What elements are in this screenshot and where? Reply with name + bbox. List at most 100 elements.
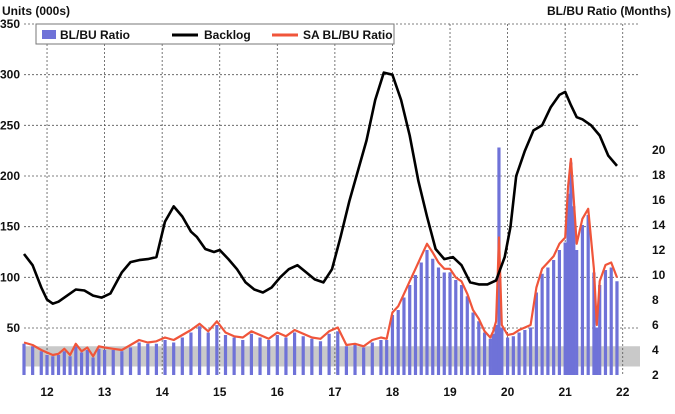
ratio-bar (505, 337, 510, 375)
ratio-bar (206, 332, 210, 375)
right-axis-tick-label: 8 (652, 293, 659, 307)
ratio-bar (301, 336, 305, 375)
legend-label-bars: BL/BU Ratio (60, 28, 130, 42)
x-axis-tick-label: 19 (443, 385, 457, 399)
series-lines (22, 71, 619, 358)
left-axis-tick-label: 200 (0, 169, 20, 183)
ratio-bar (413, 275, 418, 375)
ratio-bar (482, 332, 487, 375)
right-axis-tick-label: 20 (652, 143, 666, 157)
ratio-bar (419, 262, 423, 375)
ratio-bar (592, 272, 596, 375)
ratio-bar (534, 292, 538, 375)
ratio-bar (249, 333, 254, 375)
ratio-bar (111, 350, 115, 375)
ratio-bar (45, 355, 49, 375)
ratio-bar (529, 327, 533, 375)
ratio-bar (267, 340, 271, 375)
ratio-bar (120, 351, 124, 375)
left-axis-title: Units (000s) (2, 4, 70, 18)
ratio-bar (425, 250, 429, 375)
x-axis-tick-label: 22 (616, 385, 630, 399)
ratio-bar (471, 312, 475, 375)
ratio-bar (575, 250, 579, 375)
ratio-bars (22, 147, 619, 375)
ratio-bar (563, 242, 567, 375)
legend-swatch-bars (42, 30, 56, 39)
x-axis-tick-label: 12 (40, 385, 54, 399)
ratio-bar (362, 347, 366, 375)
ratio-bar (385, 340, 389, 375)
left-axis-tick-label: 300 (0, 68, 20, 82)
right-axis-tick-label: 14 (652, 218, 666, 232)
ratio-bar (569, 162, 573, 375)
ratio-bar (491, 333, 495, 375)
ratio-bar (310, 338, 314, 375)
x-axis-tick-label: 16 (271, 385, 285, 399)
ratio-bar (595, 327, 599, 375)
ratio-bar (128, 347, 133, 375)
ratio-bar (454, 280, 458, 375)
ratio-bar (102, 350, 107, 375)
sa-ratio-line (23, 157, 619, 358)
ratio-bar (189, 332, 193, 375)
ratio-bar (31, 346, 35, 375)
ratio-bar (336, 331, 340, 375)
ratio-bar (284, 337, 288, 375)
ratio-bar (598, 285, 602, 375)
ratio-bar (615, 281, 619, 375)
ratio-bar (557, 250, 562, 375)
x-axis-tick-label: 15 (213, 385, 227, 399)
ratio-bar (62, 351, 66, 375)
ratio-bar (172, 342, 176, 375)
ratio-bar (448, 272, 452, 375)
ratio-bar (258, 337, 262, 375)
ratio-bar (215, 325, 219, 375)
ratio-bar (431, 258, 435, 375)
ratio-bar (51, 356, 55, 375)
ratio-bar (459, 285, 464, 375)
ratio-bar (379, 340, 383, 375)
right-axis-tick-label: 18 (652, 168, 666, 182)
x-axis-tick-label: 13 (98, 385, 112, 399)
ratio-bar (197, 326, 202, 375)
right-axis-tick-label: 4 (652, 343, 659, 357)
ratio-bar (353, 345, 357, 375)
ratio-bar (511, 336, 515, 375)
ratio-bar (566, 193, 570, 375)
ratio-bar (22, 343, 26, 375)
ratio-bar (146, 343, 150, 375)
ratio-bar (408, 285, 412, 375)
ratio-bar (74, 346, 78, 375)
ratio-bar (232, 337, 236, 375)
right-axis-tick-label: 12 (652, 243, 666, 257)
ratio-bar (442, 272, 446, 375)
ratio-bar (292, 332, 297, 375)
x-axis-tick-label: 14 (155, 385, 169, 399)
ratio-bar (477, 321, 481, 375)
left-axis-tick-label: 350 (0, 17, 20, 31)
ratio-bar (540, 273, 544, 375)
ratio-bar (79, 352, 84, 375)
ratio-bar (488, 338, 492, 375)
right-axis-tick-label: 6 (652, 318, 659, 332)
ratio-bar (275, 335, 279, 375)
ratio-bar (68, 356, 72, 375)
ratio-bar (163, 340, 167, 375)
ratio-bar (436, 267, 441, 375)
ratio-bar (494, 325, 498, 375)
ratio-bar (344, 346, 348, 375)
ratio-bar (517, 332, 521, 375)
x-axis-tick-label: 18 (386, 385, 400, 399)
ratio-bar (580, 225, 585, 375)
ratio-bar (318, 341, 323, 375)
ratio-bar (523, 330, 527, 375)
left-axis-tick-label: 150 (0, 220, 20, 234)
ratio-bar (154, 343, 159, 375)
ratio-bar (572, 206, 576, 375)
x-axis-tick-label: 21 (558, 385, 572, 399)
ratio-bar (396, 310, 400, 375)
ratio-bar (39, 351, 43, 375)
x-axis-tick-label: 20 (501, 385, 515, 399)
